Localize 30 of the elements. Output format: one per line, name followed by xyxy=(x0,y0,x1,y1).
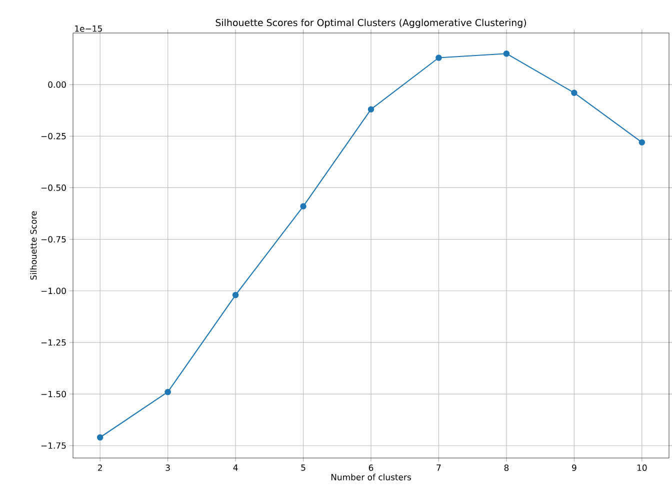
x-tick-label: 6 xyxy=(368,464,374,471)
y-tick-label: −1.50 xyxy=(41,390,66,398)
point xyxy=(300,203,306,210)
y-tick-label: −0.75 xyxy=(41,236,66,243)
x-tick-label: 4 xyxy=(233,464,238,471)
y-tick-label: 0.00 xyxy=(48,81,66,88)
point xyxy=(503,50,510,57)
y-tick-label: −1.00 xyxy=(41,288,66,294)
point xyxy=(571,90,578,96)
y-tick-label: −1.75 xyxy=(41,442,66,449)
y-tick-label: −0.25 xyxy=(41,132,66,140)
x-axis-title: Number of clusters xyxy=(331,474,411,480)
x-tick-label: 2 xyxy=(98,464,102,471)
point xyxy=(164,388,171,396)
point xyxy=(232,292,239,298)
y-tick-label: −1.25 xyxy=(41,339,66,346)
x-tick-label: 5 xyxy=(301,464,306,471)
y-axis-title: Silhouette Score xyxy=(30,211,37,280)
point xyxy=(638,139,646,146)
point xyxy=(368,106,374,112)
x-tick-label: 7 xyxy=(436,464,441,471)
x-tick-label: 9 xyxy=(572,464,576,471)
text: 1e−15 xyxy=(75,26,102,32)
x-tick-label: 8 xyxy=(504,464,509,471)
point xyxy=(96,434,104,441)
x-tick-label: 3 xyxy=(166,464,170,471)
chart-title: Silhouette Scores for Optimal Clusters (Agglomerative Clustering) xyxy=(216,18,526,28)
point xyxy=(436,54,442,61)
x-tick-label: 10 xyxy=(637,464,647,471)
y-tick-label: −0.50 xyxy=(41,184,66,191)
